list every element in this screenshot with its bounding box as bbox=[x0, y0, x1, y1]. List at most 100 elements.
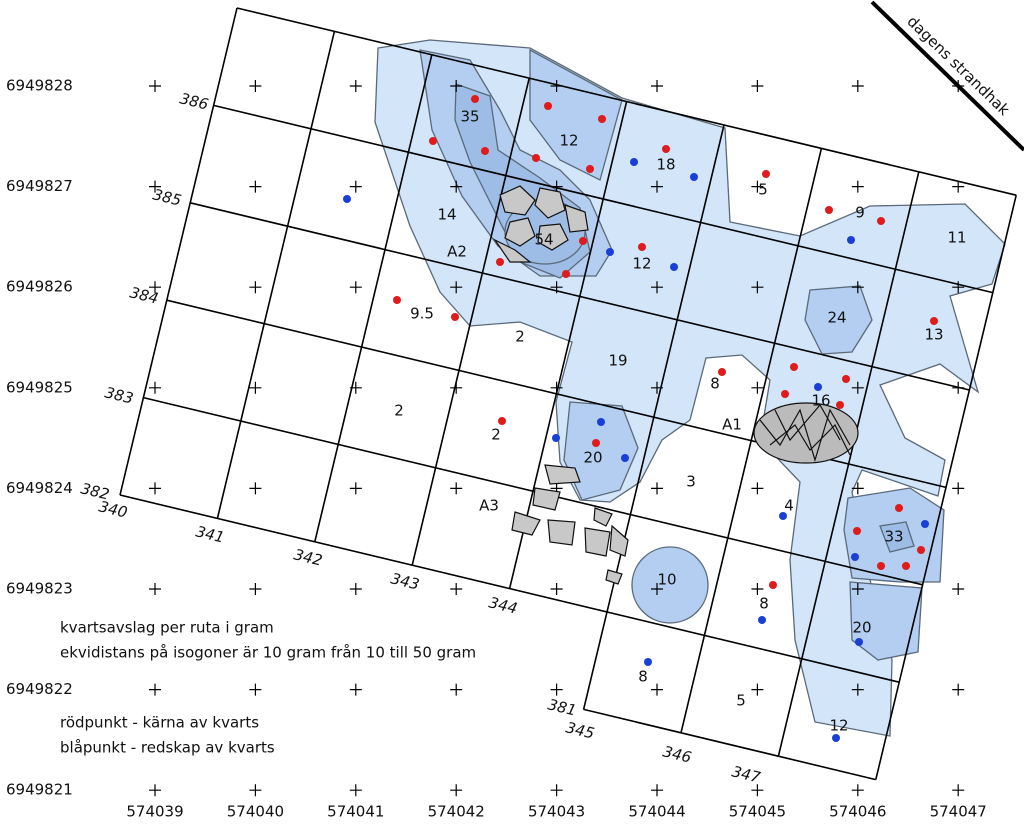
grid-cross bbox=[149, 80, 161, 92]
area-label: A1 bbox=[722, 416, 742, 434]
cell-value: 2 bbox=[394, 402, 404, 420]
grid-cross bbox=[851, 180, 864, 193]
x-coordinate: 574040 bbox=[227, 803, 284, 821]
cell-value: 9.5 bbox=[410, 305, 434, 323]
grid-line bbox=[314, 54, 433, 542]
grid-line bbox=[777, 658, 803, 757]
isoline-20 bbox=[631, 546, 709, 624]
x-coordinate: 574042 bbox=[428, 803, 485, 821]
y-coordinate: 6949823 bbox=[6, 580, 73, 598]
grid-cross bbox=[450, 784, 463, 797]
grid-cross bbox=[249, 583, 262, 595]
grid-cross bbox=[851, 281, 864, 294]
grid-cross bbox=[751, 281, 764, 294]
grid-cross bbox=[550, 281, 563, 294]
y-coordinate: 6949827 bbox=[6, 177, 73, 195]
grid-cross bbox=[149, 784, 161, 797]
grid-cross bbox=[249, 683, 262, 696]
y-coordinate: 6949822 bbox=[6, 680, 73, 698]
grid-cross bbox=[651, 683, 663, 696]
grid-cross bbox=[851, 381, 864, 394]
stone bbox=[499, 185, 536, 216]
cell-value: 33 bbox=[884, 528, 903, 546]
grid-cross bbox=[149, 583, 161, 595]
cell-value: 13 bbox=[924, 326, 943, 344]
stone bbox=[547, 519, 576, 546]
stone bbox=[609, 524, 629, 557]
grid-cross bbox=[751, 80, 764, 92]
cell-value: 2 bbox=[515, 328, 525, 346]
grid-cross bbox=[851, 784, 864, 797]
grid-cross bbox=[550, 381, 563, 394]
grid-cross bbox=[450, 281, 463, 294]
col-label: 340 bbox=[97, 497, 129, 521]
isoline-20 bbox=[849, 581, 923, 661]
cell-value: 18 bbox=[656, 156, 675, 174]
grid-line bbox=[583, 708, 876, 781]
cell-value: 3 bbox=[686, 473, 696, 491]
area-label: A3 bbox=[479, 497, 499, 515]
area-label: A2 bbox=[447, 243, 467, 261]
cell-value: 35 bbox=[460, 108, 479, 126]
cell-value: 8 bbox=[710, 375, 720, 393]
legend-text: kvartsavslag per ruta i gram bbox=[60, 619, 274, 637]
legend-text: ekvidistans på isogoner är 10 gram från … bbox=[60, 644, 476, 662]
stone bbox=[493, 238, 532, 263]
grid-cross bbox=[550, 784, 563, 797]
y-coordinate: 6949828 bbox=[6, 77, 73, 95]
isoline-20 bbox=[529, 48, 623, 181]
stone bbox=[593, 507, 613, 527]
row-label: 381 bbox=[546, 695, 578, 719]
y-coordinate: 6949821 bbox=[6, 781, 73, 799]
x-coordinate: 574044 bbox=[628, 803, 685, 821]
grid-cross bbox=[751, 482, 764, 495]
x-coordinate: 574045 bbox=[729, 803, 786, 821]
isolines bbox=[374, 39, 1006, 737]
grid-line bbox=[508, 101, 628, 589]
grid-cross bbox=[952, 180, 965, 193]
legend-text: blåpunkt - redskap av kvarts bbox=[60, 739, 275, 757]
cell-value: 4 bbox=[784, 497, 794, 515]
grid-cross bbox=[349, 683, 362, 696]
grid-cross bbox=[751, 784, 764, 797]
grid-cross bbox=[651, 482, 663, 495]
y-coordinate: 6949824 bbox=[6, 479, 73, 497]
isoline-20 bbox=[563, 401, 639, 501]
grid-cross bbox=[450, 180, 463, 193]
grid-cross bbox=[952, 784, 965, 797]
y-coordinate: 6949826 bbox=[6, 278, 73, 296]
grid-cross bbox=[952, 683, 965, 696]
grid-cross bbox=[751, 180, 764, 193]
grid-cross bbox=[851, 80, 864, 92]
stone bbox=[537, 223, 569, 251]
grid-cross bbox=[651, 784, 663, 797]
col-label: 346 bbox=[661, 742, 693, 766]
isoline-30 bbox=[879, 521, 915, 553]
cell-value: 12 bbox=[829, 717, 848, 735]
grid-line bbox=[898, 195, 1017, 683]
grid-line bbox=[801, 171, 920, 659]
cell-value: 54 bbox=[534, 231, 553, 249]
stones bbox=[493, 185, 859, 585]
stone bbox=[534, 187, 566, 219]
col-label: 347 bbox=[730, 762, 762, 786]
grid-cross bbox=[349, 482, 362, 495]
grid-cross bbox=[651, 381, 663, 394]
cell-value: 5 bbox=[758, 181, 768, 199]
x-coordinate: 574039 bbox=[126, 803, 183, 821]
grid-line bbox=[582, 611, 608, 710]
stone bbox=[584, 527, 611, 557]
row-label: 385 bbox=[151, 185, 183, 209]
grid-cross bbox=[851, 482, 864, 495]
grid-cross bbox=[450, 80, 463, 92]
grid-cross bbox=[450, 683, 463, 696]
grid-cross bbox=[751, 683, 764, 696]
grid-cross bbox=[550, 180, 563, 193]
col-label: 343 bbox=[389, 569, 421, 593]
stone bbox=[504, 217, 536, 247]
isoline-20 bbox=[804, 285, 873, 355]
grid-cross bbox=[651, 583, 663, 595]
shoreline-label: dagens strandhak bbox=[904, 12, 1014, 119]
grid-cross bbox=[149, 381, 161, 394]
grid-cross bbox=[450, 381, 463, 394]
